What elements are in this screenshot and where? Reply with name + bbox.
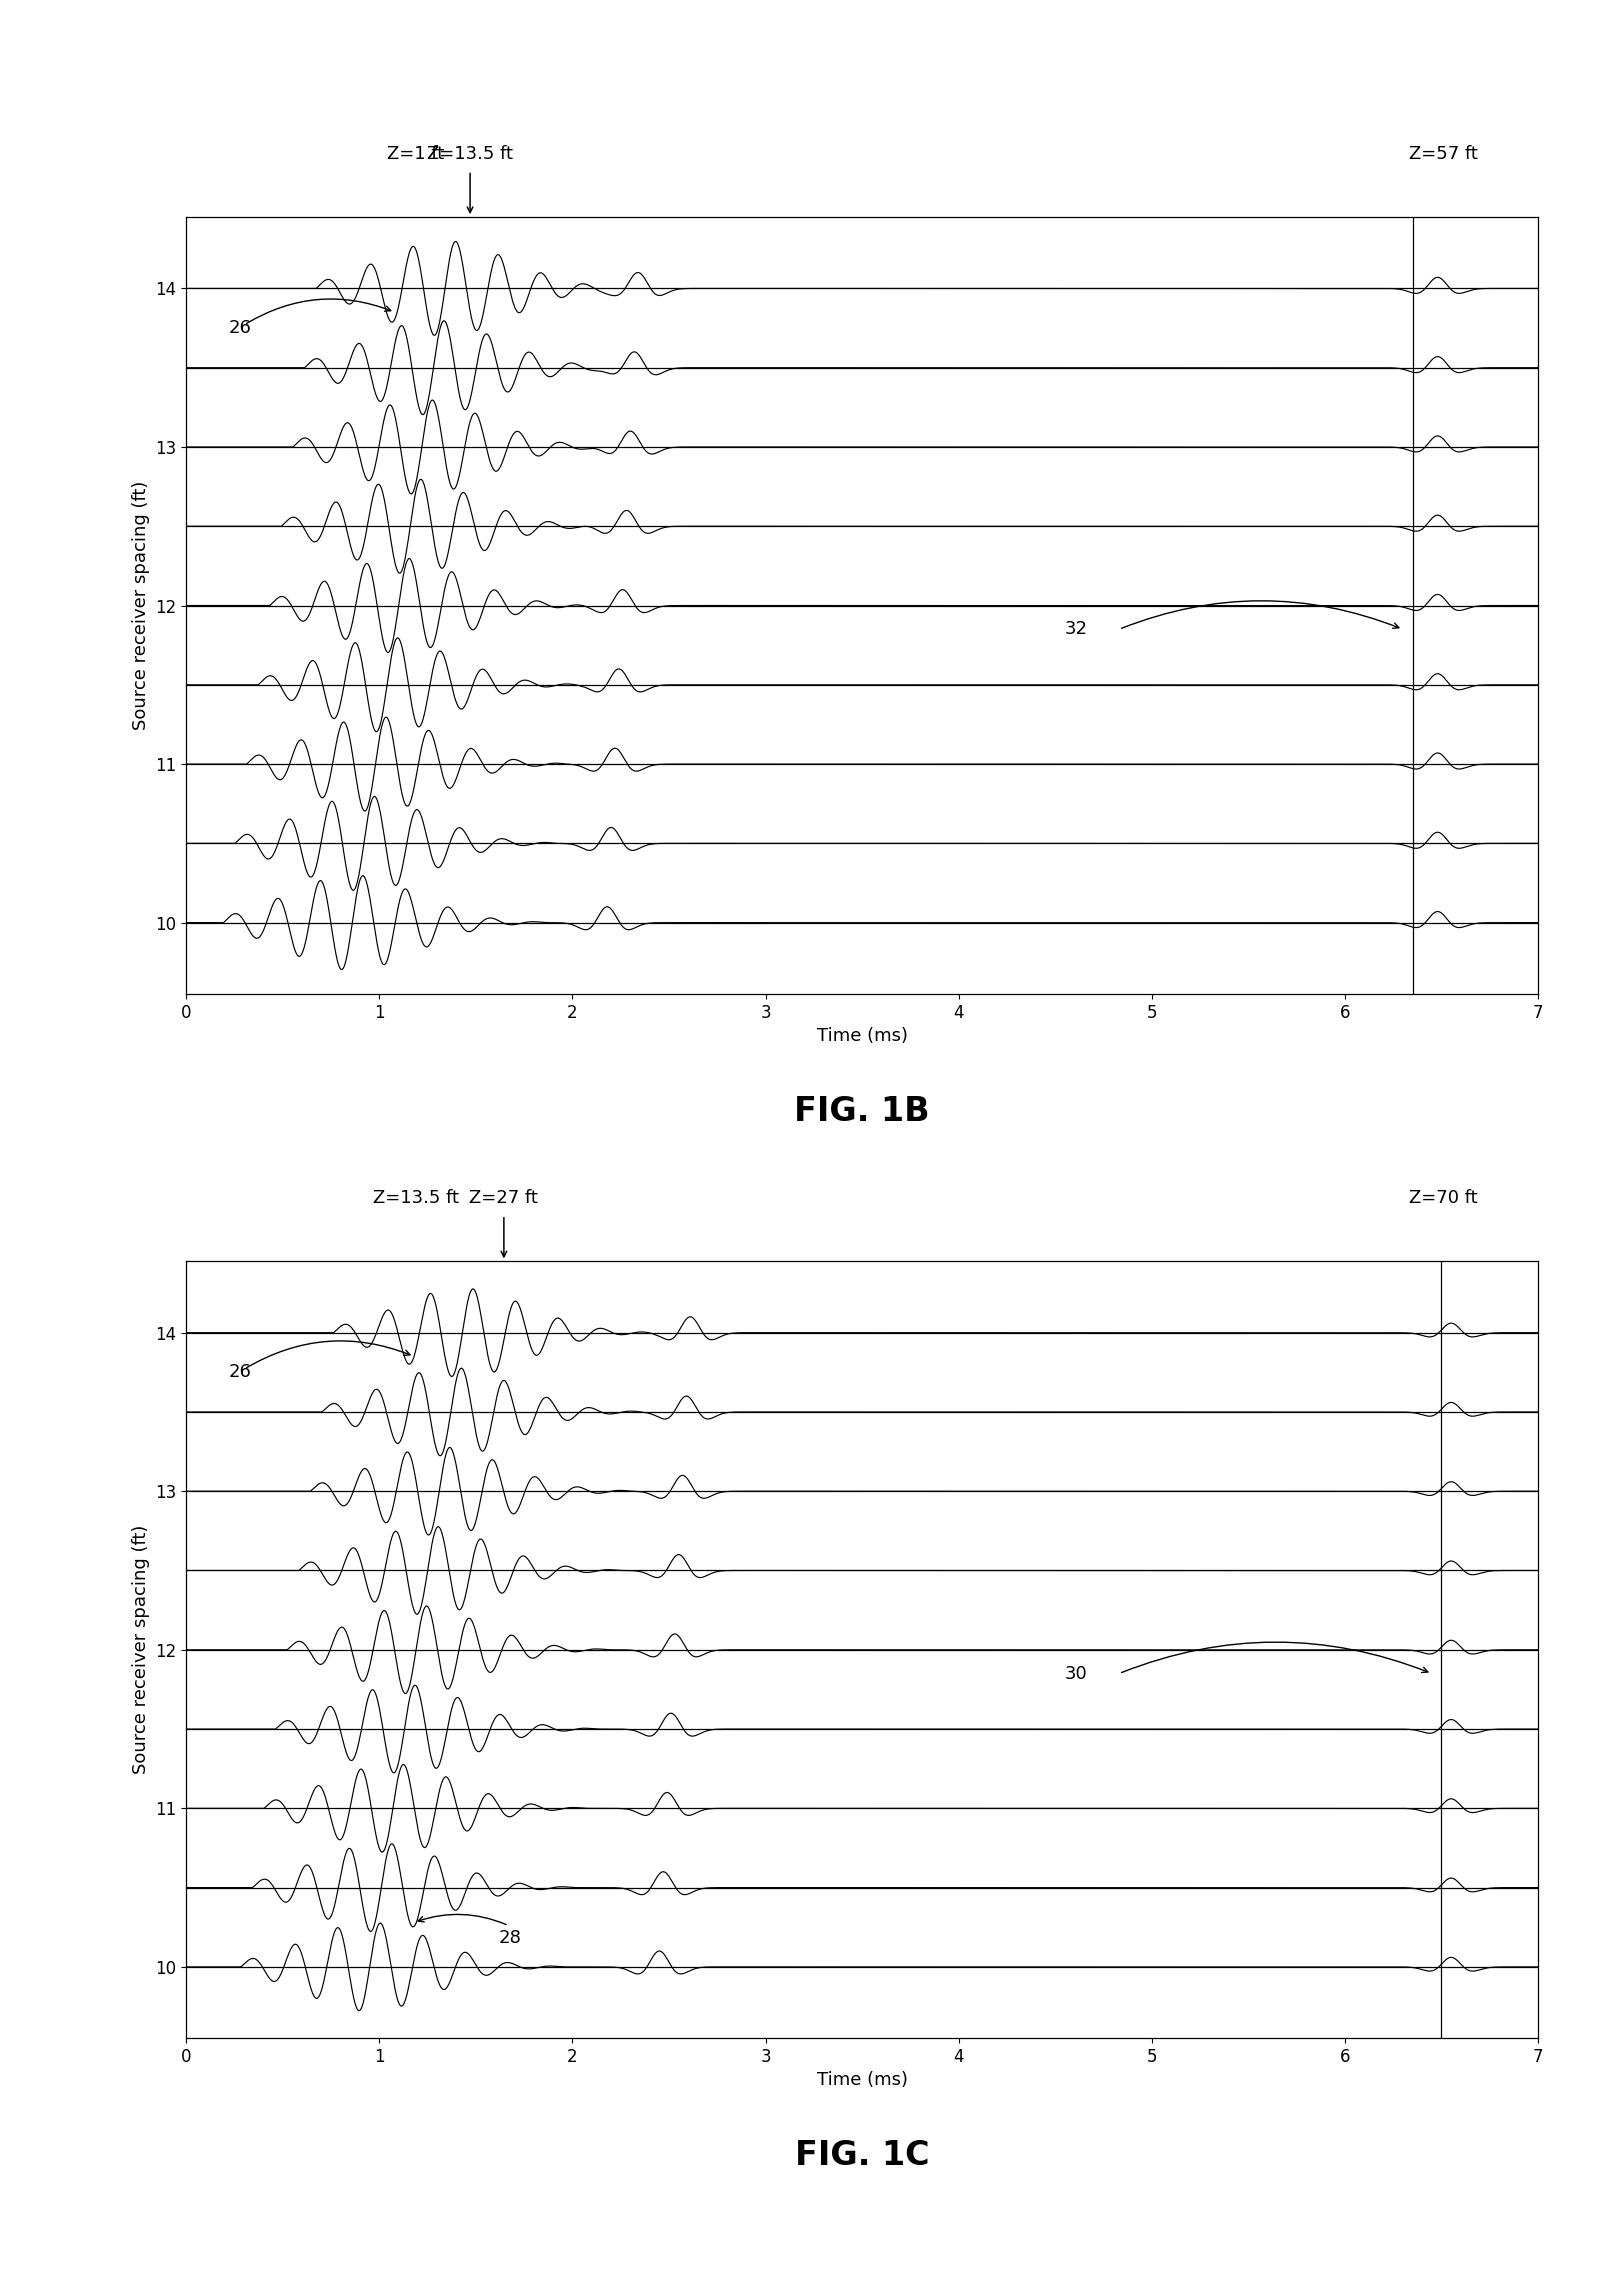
Text: Z=57 ft: Z=57 ft [1409,144,1478,162]
Y-axis label: Source receiver spacing (ft): Source receiver spacing (ft) [131,480,149,731]
Text: FIG. 1C: FIG. 1C [795,2139,929,2173]
Text: Z=13.5 ft: Z=13.5 ft [427,144,513,162]
Text: Z=13.5 ft: Z=13.5 ft [372,1188,460,1206]
Text: 26: 26 [228,1364,251,1382]
Text: 32: 32 [1065,619,1088,638]
X-axis label: Time (ms): Time (ms) [816,1028,908,1044]
Text: 26: 26 [228,320,251,338]
X-axis label: Time (ms): Time (ms) [816,2072,908,2088]
Y-axis label: Source receiver spacing (ft): Source receiver spacing (ft) [131,1524,149,1775]
Text: 28: 28 [499,1929,521,1947]
Text: 30: 30 [1065,1663,1088,1682]
Text: Z=1 ft: Z=1 ft [387,144,445,162]
Text: Z=70 ft: Z=70 ft [1409,1188,1478,1206]
Text: FIG. 1B: FIG. 1B [795,1095,929,1129]
Text: Z=27 ft: Z=27 ft [470,1188,538,1206]
